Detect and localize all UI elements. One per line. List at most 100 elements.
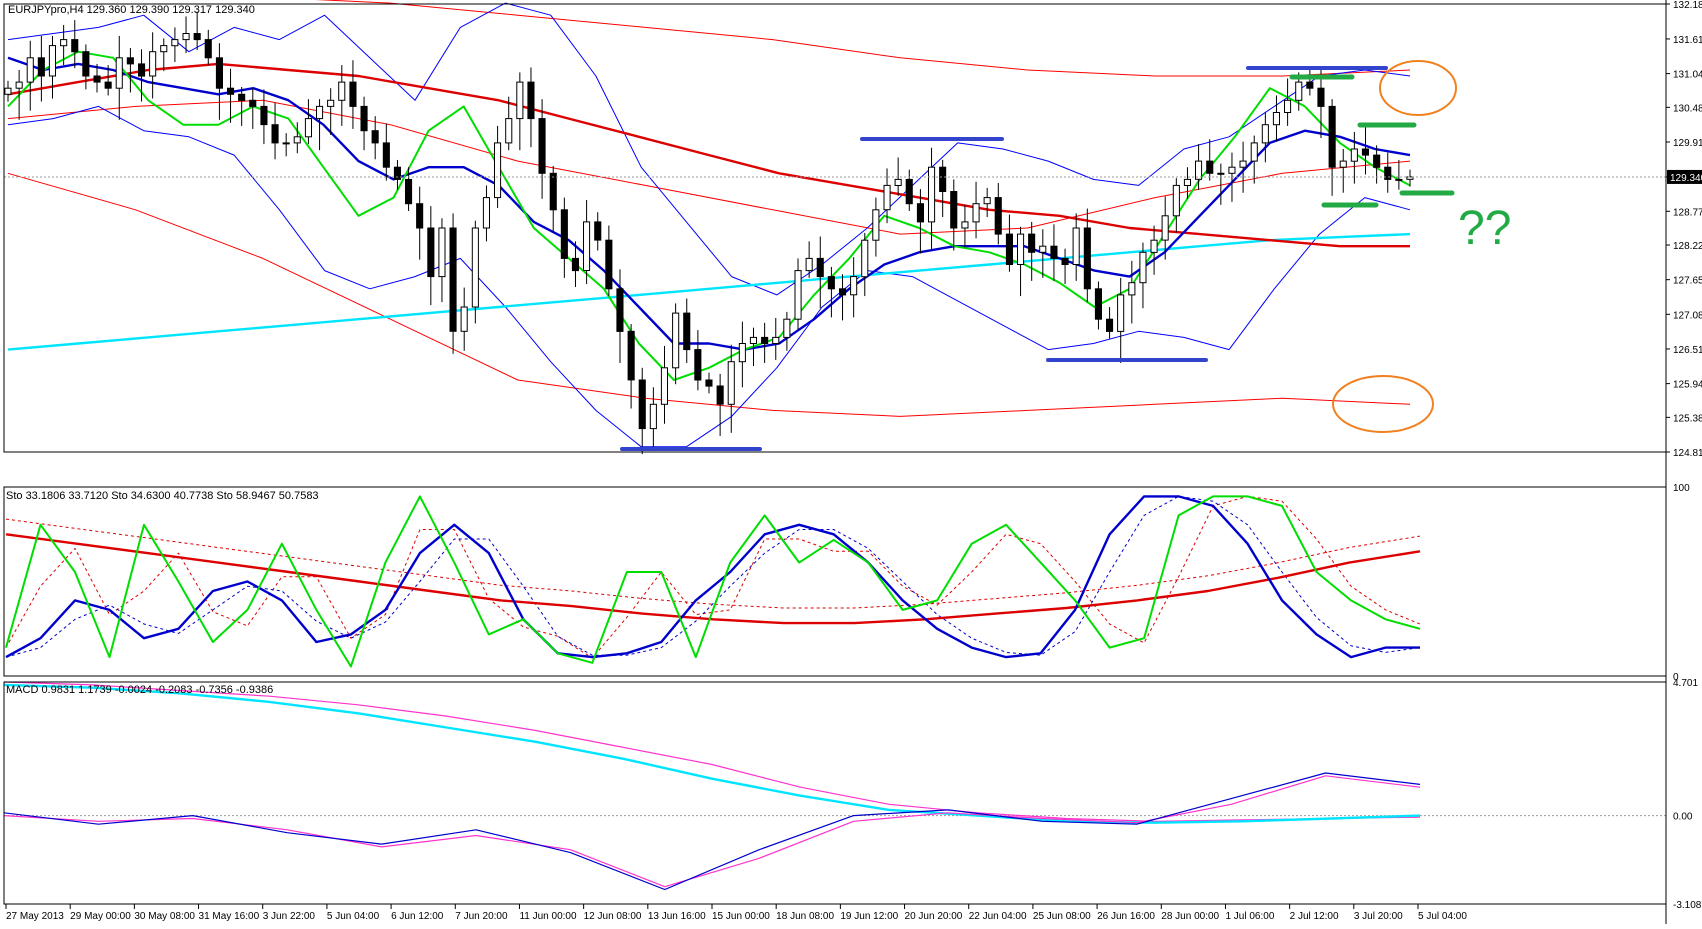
candle-body: [660, 367, 669, 405]
time-tick-label: 3 Jul 20:00: [1354, 911, 1403, 922]
candle-body: [1150, 239, 1158, 253]
candle-body: [571, 257, 580, 272]
price-tick-label: 128.220: [1673, 241, 1702, 252]
candle-body: [48, 45, 57, 77]
candle-body: [15, 81, 23, 89]
candle-body: [82, 51, 90, 77]
price-tick-label: 128.775: [1673, 207, 1702, 218]
candle-body: [227, 87, 235, 95]
candle-body: [850, 276, 858, 296]
candle-body: [1228, 166, 1236, 174]
macd-short-line: [3, 772, 1421, 891]
candle-body: [738, 343, 746, 363]
candle-body: [749, 336, 758, 344]
candle-body: [1350, 148, 1358, 162]
candle-body: [371, 130, 379, 144]
candle-body: [1195, 160, 1203, 180]
candle-body: [583, 221, 591, 271]
time-tick-label: 6 Jun 12:00: [391, 911, 444, 922]
candle-body: [449, 227, 457, 332]
time-tick-label: 30 May 08:00: [134, 911, 195, 922]
candle-body: [238, 93, 246, 101]
time-tick-label: 12 Jun 08:00: [584, 911, 642, 922]
candle-body: [594, 221, 602, 241]
candle-body: [1250, 142, 1258, 162]
time-tick-label: 2 Jul 12:00: [1290, 911, 1339, 922]
candle-body: [1161, 215, 1169, 241]
sto-slow-line: [5, 533, 1421, 625]
current-price-label: 129.340: [1670, 173, 1702, 184]
candle-body: [126, 57, 134, 65]
time-tick-label: 1 Jul 06:00: [1225, 911, 1274, 922]
candle-body: [4, 87, 12, 95]
candle-body: [1306, 81, 1314, 89]
candle-body: [1206, 160, 1214, 174]
time-tick-label: 11 Jun 00:00: [519, 911, 577, 922]
price-tick-label: 132.185: [1673, 0, 1702, 11]
time-tick-label: 25 Jun 08:00: [1033, 911, 1091, 922]
candle-body: [438, 227, 446, 278]
price-tick-label: 130.485: [1673, 103, 1702, 114]
question-annotation: ??: [1458, 202, 1511, 255]
candle-body: [1361, 148, 1370, 156]
candle-body: [716, 385, 724, 405]
candle-body: [427, 227, 435, 278]
bb-red-upper-line: [315, 0, 1411, 77]
macd-tick-label: -3.1087: [1673, 900, 1702, 911]
annotation-orange-ellipse: [1332, 375, 1434, 433]
candle-body: [1384, 166, 1392, 180]
sto-fast-signal-line: [5, 495, 1421, 659]
macd-panel-header: MACD 0.9831 1.1739 -0.0024 -0.2083 -0.73…: [6, 684, 273, 696]
time-tick-label: 22 Jun 04:00: [969, 911, 1027, 922]
candle-body: [1272, 112, 1281, 126]
candle-body: [683, 312, 691, 351]
price-tick-label: 125.385: [1673, 413, 1702, 424]
candle-body: [1284, 99, 1292, 114]
candle-body: [972, 203, 980, 223]
candle-body: [482, 197, 490, 229]
candle-body: [1117, 294, 1125, 332]
candle-body: [505, 118, 513, 144]
candle-body: [761, 336, 769, 344]
candle-body: [293, 136, 301, 144]
time-tick-label: 5 Jul 04:00: [1418, 911, 1467, 922]
candle-body: [215, 57, 223, 89]
sto-mid-line: [5, 495, 1420, 659]
candle-body: [805, 257, 813, 272]
candle-body: [304, 118, 312, 138]
time-tick-label: 15 Jun 00:00: [712, 911, 770, 922]
candle-body: [171, 39, 179, 47]
candle-body: [627, 330, 635, 381]
candle-body: [1172, 184, 1180, 217]
sto-fast-line: [5, 495, 1421, 668]
candle-body: [527, 81, 535, 120]
candle-body: [1072, 227, 1080, 265]
candle-body: [961, 221, 969, 229]
candle-body: [672, 312, 680, 369]
price-tick-label: 124.815: [1673, 448, 1702, 459]
candle-body: [360, 105, 368, 132]
macd-tick-label: 0.00: [1673, 812, 1693, 823]
bb-red-lower-line: [7, 172, 1411, 417]
time-tick-label: 5 Jun 04:00: [327, 911, 380, 922]
candle-body: [516, 81, 524, 120]
candle-body: [638, 379, 646, 430]
sto-mid-signal-line: [5, 495, 1421, 658]
time-tick-label: 19 Jun 12:00: [840, 911, 898, 922]
time-tick-label: 18 Jun 08:00: [776, 911, 834, 922]
candle-body: [1261, 124, 1269, 144]
macd-long-signal-line: [3, 681, 1421, 822]
price-tick-label: 126.510: [1673, 345, 1702, 356]
time-tick-label: 20 Jun 20:00: [905, 911, 963, 922]
candle-body: [1083, 227, 1091, 290]
candle-body: [1094, 288, 1103, 320]
time-tick-label: 3 Jun 22:00: [263, 911, 316, 922]
candle-body: [1217, 172, 1225, 175]
price-tick-label: 129.915: [1673, 138, 1702, 149]
candle-body: [905, 178, 913, 205]
candle-body: [1128, 282, 1136, 296]
candle-body: [694, 349, 702, 381]
candle-body: [260, 105, 268, 126]
